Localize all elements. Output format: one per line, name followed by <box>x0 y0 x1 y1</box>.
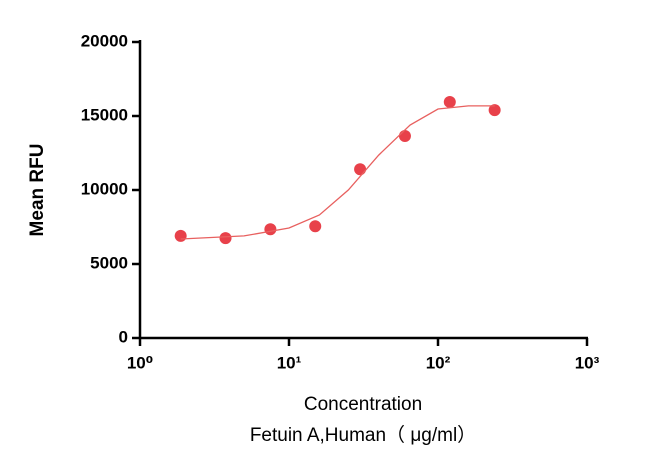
x-tick-label: 10¹ <box>277 353 302 372</box>
data-point <box>309 220 322 233</box>
data-point <box>398 129 411 142</box>
fit-curve <box>180 105 495 240</box>
x-tick-label: 10⁰ <box>127 353 153 372</box>
data-point <box>174 229 187 242</box>
data-point <box>354 163 367 176</box>
data-point <box>488 104 501 117</box>
y-tick-label: 15000 <box>81 105 128 124</box>
x-tick-label: 10³ <box>575 353 600 372</box>
x-axis-label: Fetuin A,Human（ μg/ml） <box>250 424 476 446</box>
y-tick-label: 10000 <box>81 179 128 198</box>
x-tick-label: 10² <box>426 353 451 372</box>
data-point <box>219 232 232 245</box>
data-point <box>443 95 456 108</box>
y-tick-label: 5000 <box>90 253 128 272</box>
y-axis-label: Mean RFU <box>27 144 48 237</box>
data-point <box>264 223 277 236</box>
y-tick-label: 0 <box>119 327 128 346</box>
x-axis-label: Concentration <box>304 394 422 415</box>
y-tick-label: 20000 <box>81 31 128 50</box>
